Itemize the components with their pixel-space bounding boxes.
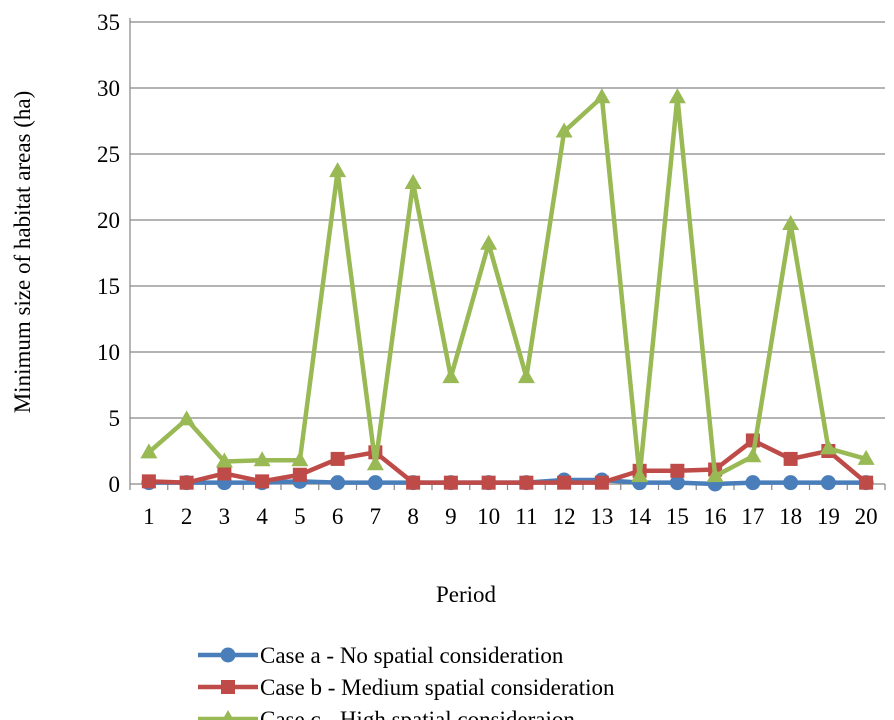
x-tick-label: 10 xyxy=(477,504,500,529)
legend-label: Case a - No spatial consideration xyxy=(260,643,564,668)
data-point xyxy=(744,447,762,463)
data-point xyxy=(783,451,798,466)
x-tick-label: 4 xyxy=(256,504,268,529)
legend-marker xyxy=(222,710,234,720)
x-tick-label: 16 xyxy=(704,504,727,529)
data-point xyxy=(255,474,270,489)
data-point xyxy=(330,451,345,466)
x-tick-label: 1 xyxy=(143,504,155,529)
data-point xyxy=(140,443,158,459)
x-tick-label: 17 xyxy=(741,504,764,529)
x-axis-title: Period xyxy=(436,582,497,607)
x-tick-label: 5 xyxy=(294,504,306,529)
legend: Case a - No spatial consideration Case b … xyxy=(198,643,615,720)
x-tick-label: 11 xyxy=(515,504,537,529)
data-point xyxy=(783,475,799,491)
legend-label: Case b - Medium spatial consideration xyxy=(260,675,615,700)
data-point xyxy=(366,455,384,471)
data-point xyxy=(217,466,232,481)
x-tick-label: 20 xyxy=(855,504,878,529)
data-point xyxy=(404,174,422,190)
x-tick-label: 12 xyxy=(553,504,576,529)
series-2 xyxy=(141,433,874,490)
y-tick-label: 35 xyxy=(97,10,120,35)
series-group xyxy=(140,88,875,492)
data-point xyxy=(819,439,837,455)
data-point xyxy=(292,467,307,482)
data-point xyxy=(329,162,347,178)
data-point xyxy=(442,368,460,384)
y-tick-label: 10 xyxy=(97,340,120,365)
legend-item: Case a - No spatial consideration xyxy=(198,643,564,668)
x-tick-label: 13 xyxy=(590,504,613,529)
data-point xyxy=(519,475,534,490)
legend-marker xyxy=(221,680,235,694)
data-point xyxy=(517,368,535,384)
x-tick-label: 6 xyxy=(332,504,344,529)
series-3 xyxy=(140,88,875,483)
data-point xyxy=(669,475,685,491)
data-point xyxy=(631,467,649,483)
data-point xyxy=(782,214,800,230)
legend-item: Case c - High spatial consideraion xyxy=(198,707,575,720)
y-axis-title: Minimum size of habitat areas (ha) xyxy=(10,91,35,414)
y-tick-label: 30 xyxy=(97,76,120,101)
legend-marker xyxy=(220,647,236,663)
data-point xyxy=(141,474,156,489)
y-tick-label: 0 xyxy=(109,472,121,497)
x-tick-label: 3 xyxy=(219,504,231,529)
x-tick-label: 2 xyxy=(181,504,193,529)
data-point xyxy=(594,475,609,490)
x-tick-label: 14 xyxy=(628,504,652,529)
data-point xyxy=(291,451,309,467)
x-tick-label: 15 xyxy=(666,504,689,529)
data-point xyxy=(480,234,498,250)
data-point xyxy=(668,88,686,104)
data-point xyxy=(367,475,383,491)
data-point xyxy=(215,452,233,468)
data-point xyxy=(857,449,875,465)
legend-item: Case b - Medium spatial consideration xyxy=(198,675,615,700)
legend-label: Case c - High spatial consideraion xyxy=(260,707,575,720)
y-tick-label: 20 xyxy=(97,208,120,233)
data-point xyxy=(557,475,572,490)
data-point xyxy=(406,475,421,490)
data-point xyxy=(706,467,724,483)
y-tick-label: 25 xyxy=(97,142,120,167)
data-point xyxy=(593,88,611,104)
x-tick-label: 8 xyxy=(407,504,419,529)
data-point xyxy=(443,475,458,490)
x-tick-label: 18 xyxy=(779,504,802,529)
data-point xyxy=(670,463,685,478)
data-point xyxy=(820,475,836,491)
x-tick-label: 19 xyxy=(817,504,840,529)
x-tick-label: 7 xyxy=(370,504,382,529)
data-point xyxy=(179,475,194,490)
data-point xyxy=(178,410,196,426)
y-tick-label: 5 xyxy=(109,406,121,431)
data-point xyxy=(253,451,271,467)
x-tick-label: 9 xyxy=(445,504,457,529)
data-point xyxy=(859,475,874,490)
y-tick-label: 15 xyxy=(97,274,120,299)
data-point xyxy=(555,122,573,138)
data-point xyxy=(330,475,346,491)
gridlines xyxy=(130,21,885,419)
data-point xyxy=(745,475,761,491)
data-point xyxy=(481,475,496,490)
